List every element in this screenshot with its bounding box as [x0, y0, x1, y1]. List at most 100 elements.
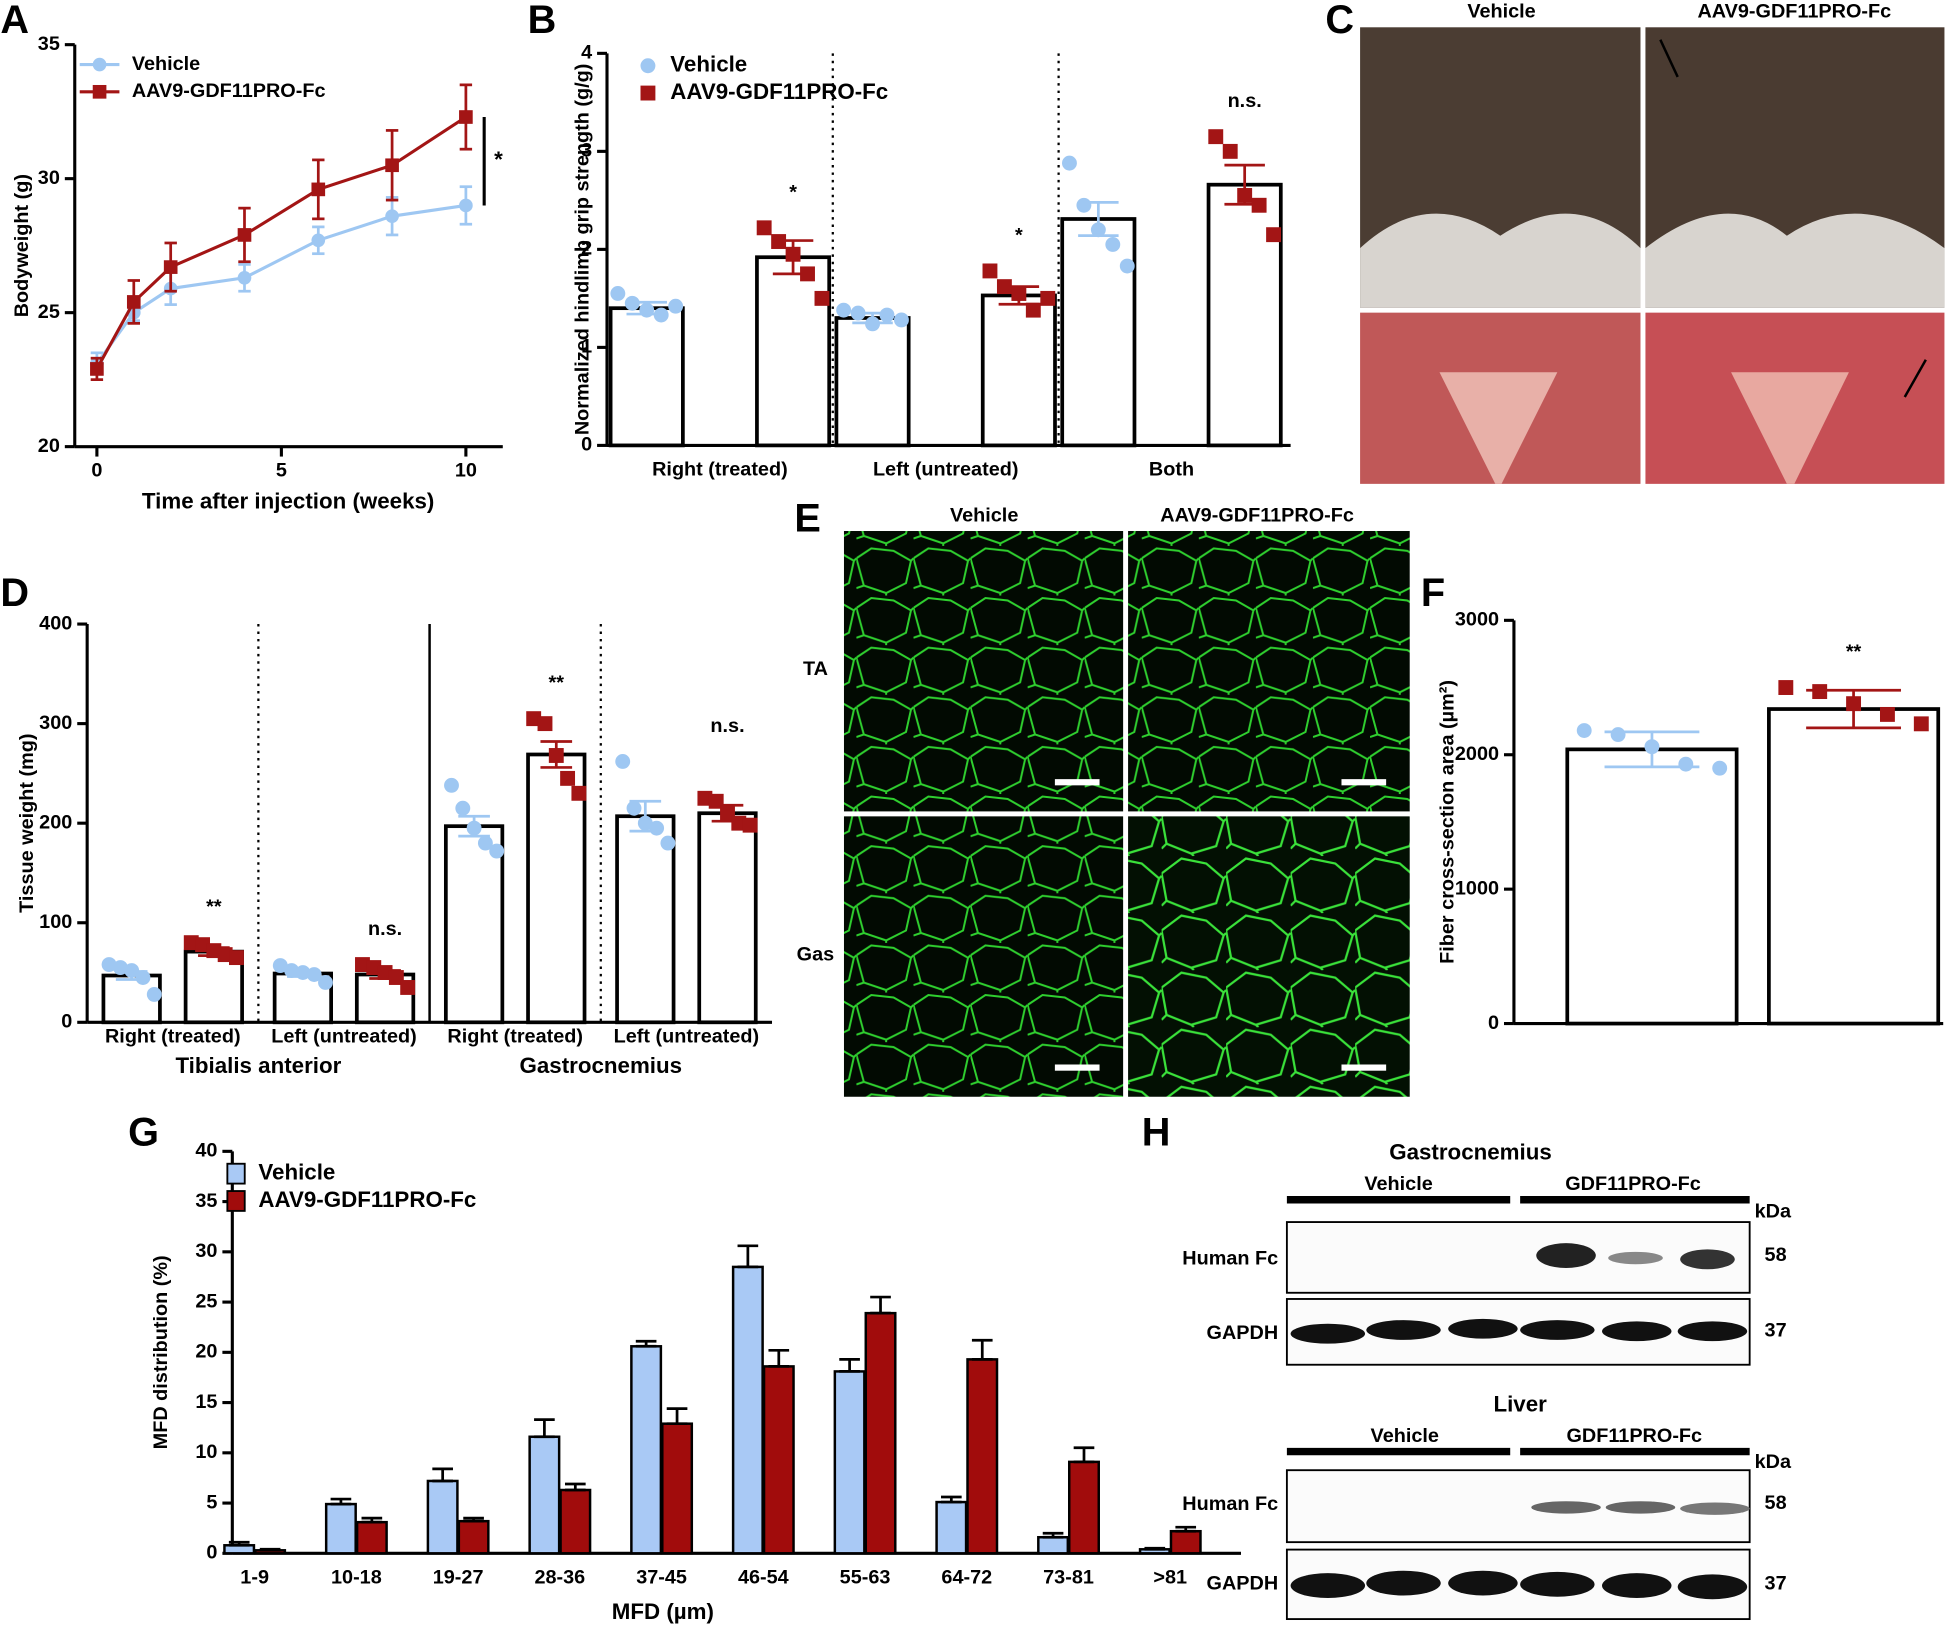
annotation: * — [494, 147, 503, 172]
y-tick-label: 2 — [581, 238, 592, 260]
x-tick-label: 46-54 — [738, 1566, 789, 1588]
y-tick-label: 20 — [195, 1341, 217, 1363]
x-tick-label: Left (untreated) — [614, 1025, 760, 1047]
x-tick-label: 5 — [276, 460, 287, 482]
marker — [92, 84, 107, 99]
size-label: 37 — [1765, 1319, 1787, 1341]
y-tick-label: 15 — [195, 1391, 217, 1413]
marker — [477, 835, 493, 851]
y-tick-label: 1000 — [1455, 877, 1499, 899]
marker — [1119, 258, 1135, 274]
marker — [610, 286, 626, 301]
marker — [894, 312, 909, 328]
group-label: GDF11PRO-Fc — [1565, 1173, 1701, 1195]
marker — [295, 965, 311, 980]
bar — [1206, 182, 1283, 448]
marker — [163, 260, 178, 274]
marker — [1222, 143, 1238, 159]
bar — [966, 1358, 999, 1555]
annotation: ** — [549, 672, 565, 694]
y-tick-label: 0 — [1488, 1012, 1499, 1034]
marker — [615, 754, 631, 769]
blot-title: Liver — [1493, 1392, 1547, 1417]
unit-label: kDa — [1755, 1451, 1792, 1473]
bar — [608, 306, 685, 448]
panel-letter: E — [794, 497, 820, 541]
marker — [272, 958, 288, 974]
y-axis-label: Bodyweight (g) — [11, 174, 33, 317]
row-label: GAPDH — [1207, 1322, 1279, 1344]
y-axis-label: Normalized hindlimb grip strength (g/g) — [572, 64, 594, 436]
bar — [980, 293, 1057, 448]
bar — [1060, 217, 1137, 448]
bar — [426, 1479, 459, 1555]
marker — [982, 263, 998, 279]
size-label: 58 — [1765, 1244, 1787, 1266]
bar — [559, 1488, 592, 1555]
annotation: ** — [1846, 641, 1862, 663]
micrographs — [843, 531, 1410, 1097]
marker — [1576, 723, 1592, 738]
y-tick-label: 35 — [38, 33, 60, 55]
marker — [466, 820, 482, 836]
bar — [324, 1502, 357, 1555]
size-label: 58 — [1765, 1492, 1787, 1514]
row-label: Human Fc — [1182, 1248, 1278, 1270]
group-label: Tibialis anterior — [175, 1053, 341, 1078]
marker — [1208, 129, 1224, 145]
marker — [455, 800, 471, 816]
marker — [366, 960, 382, 975]
row-label: GAPDH — [1207, 1573, 1279, 1595]
bar — [1068, 1460, 1100, 1555]
marker — [560, 770, 576, 786]
bar — [731, 1265, 764, 1555]
panel-letter: A — [0, 0, 29, 42]
bar — [443, 824, 505, 1025]
marker — [653, 307, 669, 323]
bar — [630, 1345, 663, 1555]
annotation: n.s. — [710, 715, 744, 737]
marker — [660, 835, 676, 851]
row-label: Gas — [797, 944, 835, 966]
annotation: * — [1015, 224, 1023, 246]
marker — [640, 85, 656, 101]
column-label: Vehicle — [1467, 1, 1535, 23]
x-tick-label: 19-27 — [433, 1566, 484, 1588]
legend-swatch — [226, 1162, 246, 1185]
marker — [1237, 188, 1253, 203]
marker — [624, 295, 640, 311]
marker — [385, 209, 399, 223]
y-tick-label: 35 — [195, 1190, 217, 1212]
marker — [388, 970, 404, 985]
y-axis-label: MFD distribution (%) — [150, 1255, 172, 1449]
x-tick-label: >81 — [1153, 1566, 1187, 1588]
marker — [1105, 237, 1121, 252]
marker — [1011, 286, 1027, 301]
group-label: Gastrocnemius — [520, 1053, 683, 1078]
size-label: 37 — [1765, 1573, 1787, 1595]
marker — [548, 748, 564, 763]
marker — [1712, 760, 1728, 776]
marker — [284, 963, 300, 978]
marker — [355, 957, 370, 973]
y-axis-label: Tissue weight (mg) — [16, 734, 38, 913]
y-tick-label: 0 — [581, 434, 592, 456]
blot: Liver Vehicle GDF11PRO-Fc kDa Human Fc G… — [1182, 1392, 1792, 1621]
y-tick-label: 30 — [195, 1240, 217, 1262]
bar — [1169, 1529, 1202, 1555]
x-axis-label: MFD (µm) — [612, 1599, 714, 1624]
marker — [146, 986, 162, 1002]
bar — [697, 811, 758, 1025]
y-tick-label: 5 — [206, 1491, 217, 1513]
annotation: * — [789, 181, 797, 203]
annotation: ** — [206, 896, 222, 918]
marker — [537, 716, 553, 732]
marker — [489, 843, 505, 859]
series-line — [95, 115, 467, 370]
y-tick-label: 100 — [39, 911, 72, 933]
legend-label: AAV9-GDF11PRO-Fc — [258, 1187, 476, 1212]
x-tick-label: 10-18 — [331, 1566, 382, 1588]
bar — [1767, 707, 1941, 1026]
marker — [126, 295, 141, 309]
bar — [755, 255, 832, 448]
